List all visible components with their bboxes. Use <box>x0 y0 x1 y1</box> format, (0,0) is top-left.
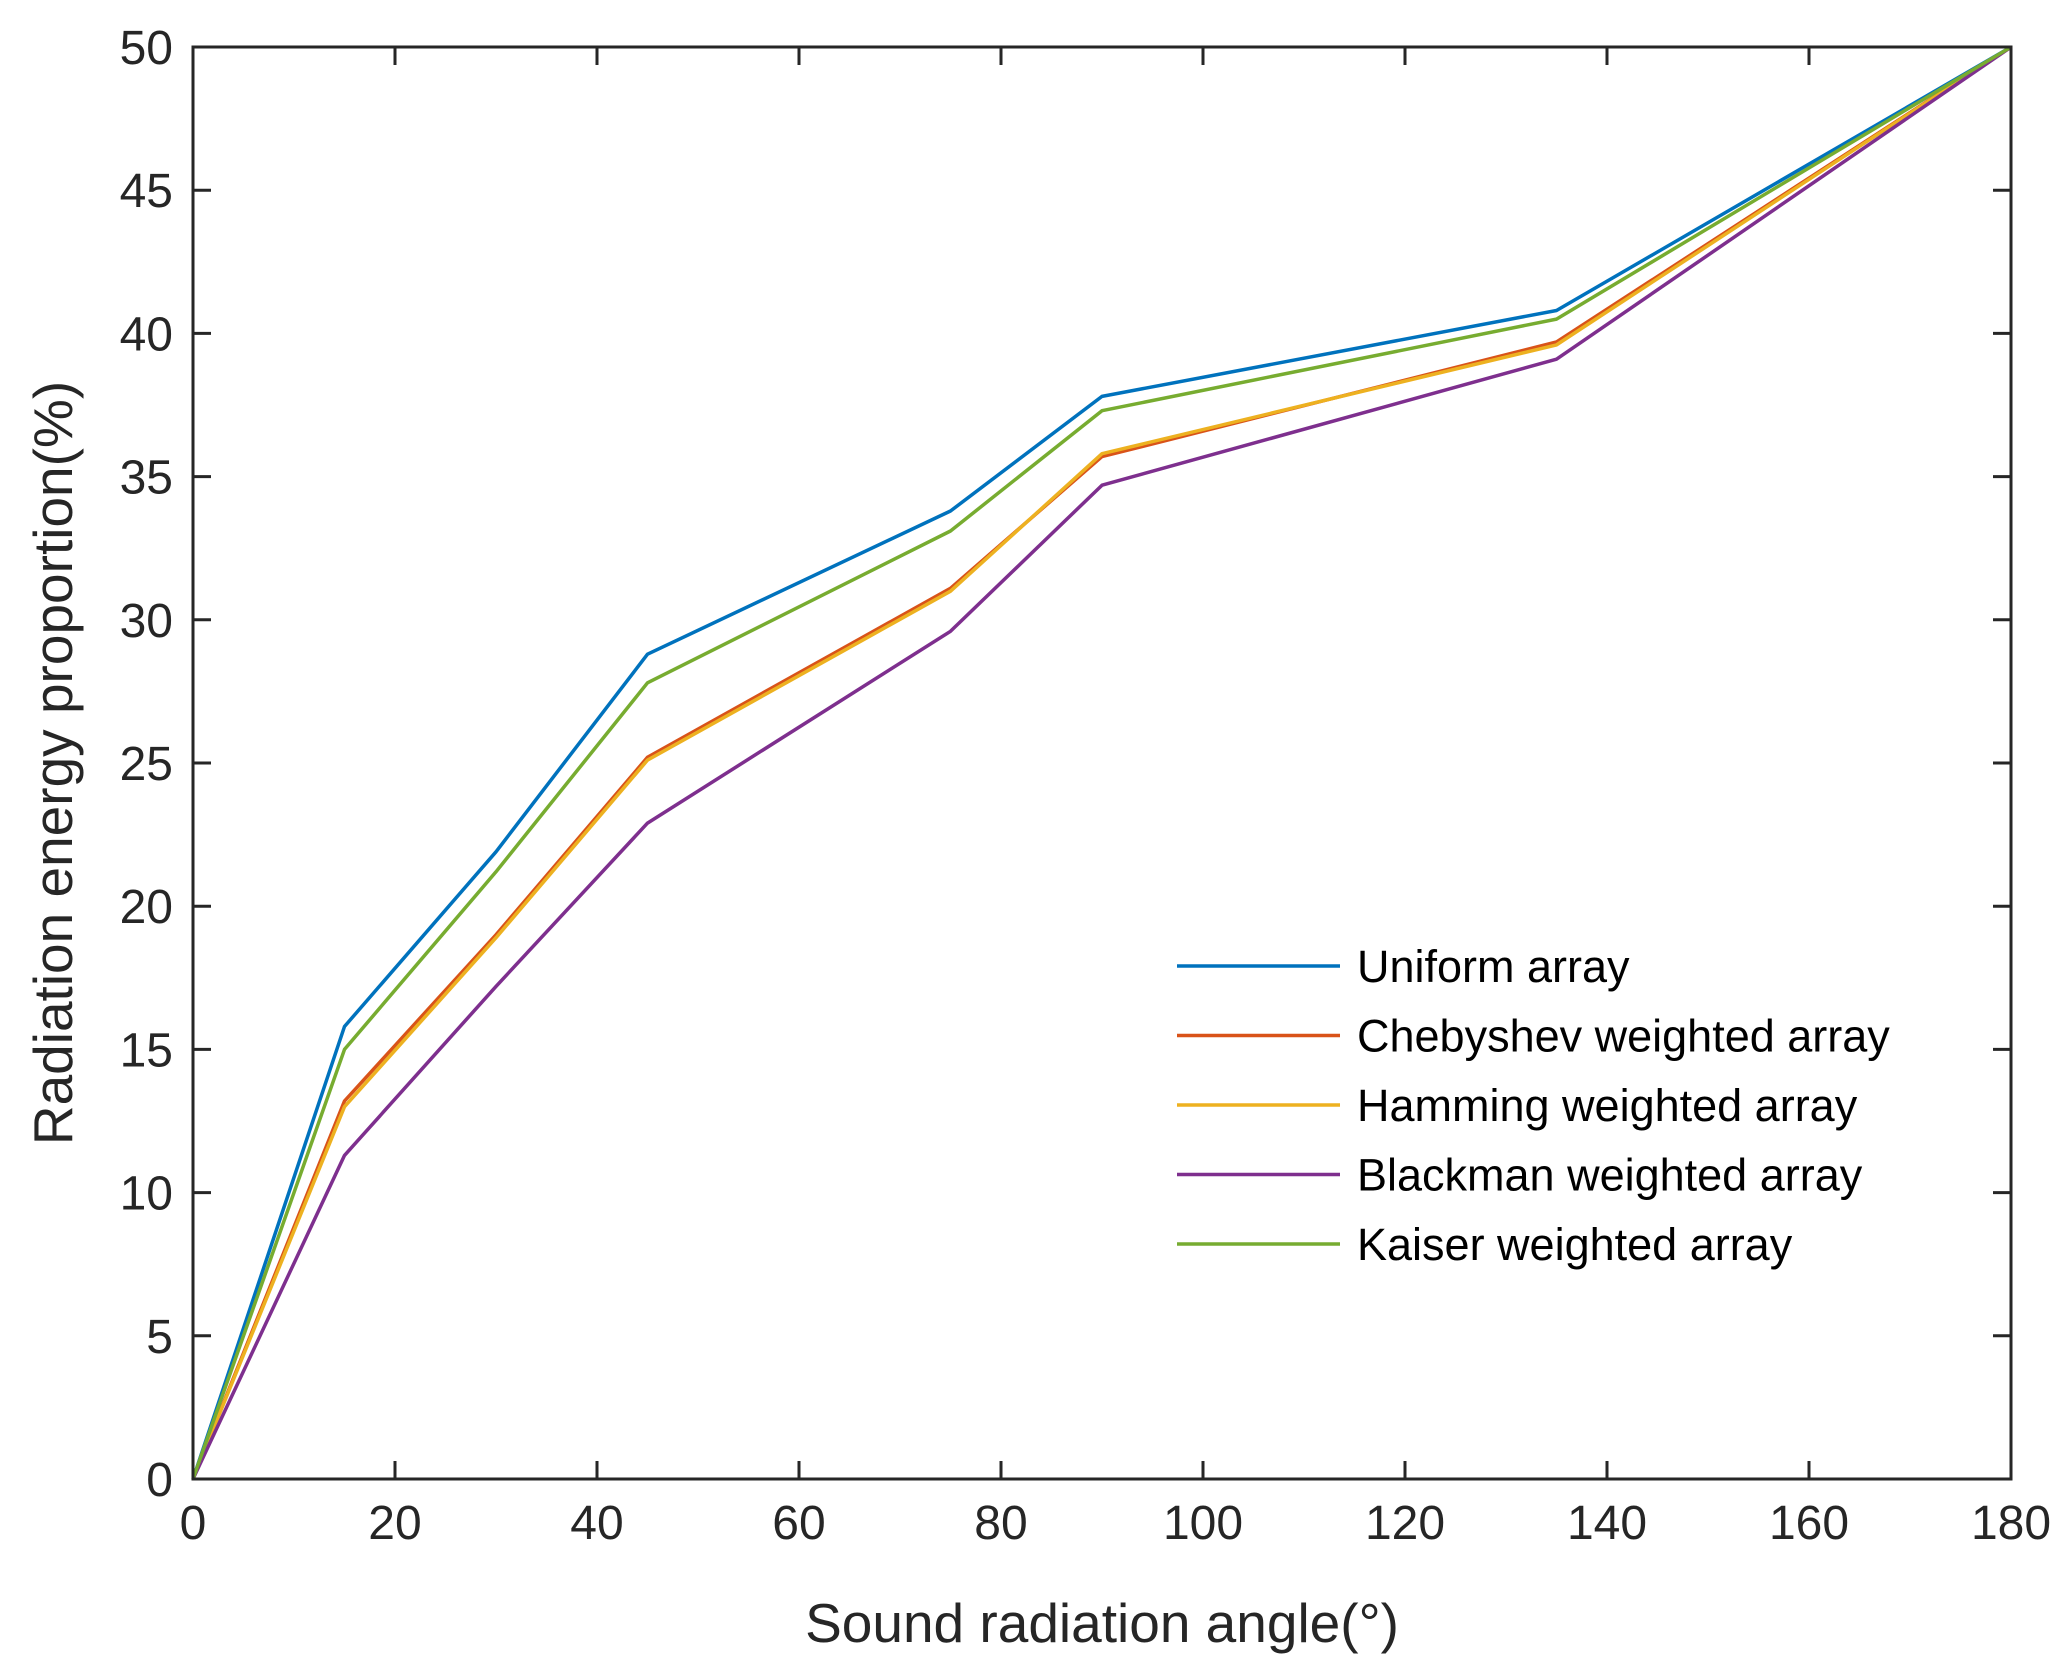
x-tick-label: 180 <box>1971 1497 2051 1550</box>
legend-label-hamming-weighted-array: Hamming weighted array <box>1357 1080 1858 1131</box>
x-tick-label: 140 <box>1567 1497 1647 1550</box>
y-tick-label: 15 <box>120 1024 173 1077</box>
y-tick-label: 10 <box>120 1168 173 1221</box>
legend-label-chebyshev-weighted-array: Chebyshev weighted array <box>1357 1011 1890 1062</box>
y-tick-label: 45 <box>120 165 173 218</box>
x-tick-label: 80 <box>974 1497 1027 1550</box>
x-tick-label: 160 <box>1769 1497 1849 1550</box>
y-tick-label: 40 <box>120 308 173 361</box>
y-axis-title: Radiation energy proportion(%) <box>22 381 84 1145</box>
y-tick-label: 50 <box>120 22 173 75</box>
y-tick-label: 35 <box>120 452 173 505</box>
series-line-blackman-weighted-array <box>191 45 2012 1480</box>
y-tick-label: 0 <box>146 1454 173 1507</box>
series-layer <box>191 45 2012 1480</box>
legend-label-uniform-array: Uniform array <box>1357 941 1630 992</box>
x-tick-label: 60 <box>772 1497 825 1550</box>
series-line-chebyshev-weighted-array <box>191 45 2012 1480</box>
x-tick-label: 20 <box>368 1497 421 1550</box>
legend-label-blackman-weighted-array: Blackman weighted array <box>1357 1150 1863 1201</box>
y-tick-label: 5 <box>146 1311 173 1364</box>
y-tick-label: 25 <box>120 738 173 791</box>
x-tick-label: 0 <box>180 1497 207 1550</box>
series-line-uniform-array <box>191 45 2012 1480</box>
tick-layer <box>191 45 2013 1481</box>
legend: Uniform array Chebyshev weighted array Ham… <box>1177 941 1890 1270</box>
x-tick-label: 120 <box>1365 1497 1445 1550</box>
legend-label-kaiser-weighted-array: Kaiser weighted array <box>1357 1219 1793 1270</box>
x-axis-title: Sound radiation angle(°) <box>805 1592 1399 1654</box>
x-tick-label: 100 <box>1163 1497 1243 1550</box>
series-line-hamming-weighted-array <box>191 45 2012 1480</box>
x-tick-label: 40 <box>570 1497 623 1550</box>
series-line-kaiser-weighted-array <box>191 45 2012 1480</box>
y-tick-label: 20 <box>120 881 173 934</box>
y-tick-label: 30 <box>120 595 173 648</box>
tick-label-layer: 0 20 40 60 80 100 120 140 160 180 0 5 10 15 20 25 30 35 40… <box>120 22 2051 1550</box>
